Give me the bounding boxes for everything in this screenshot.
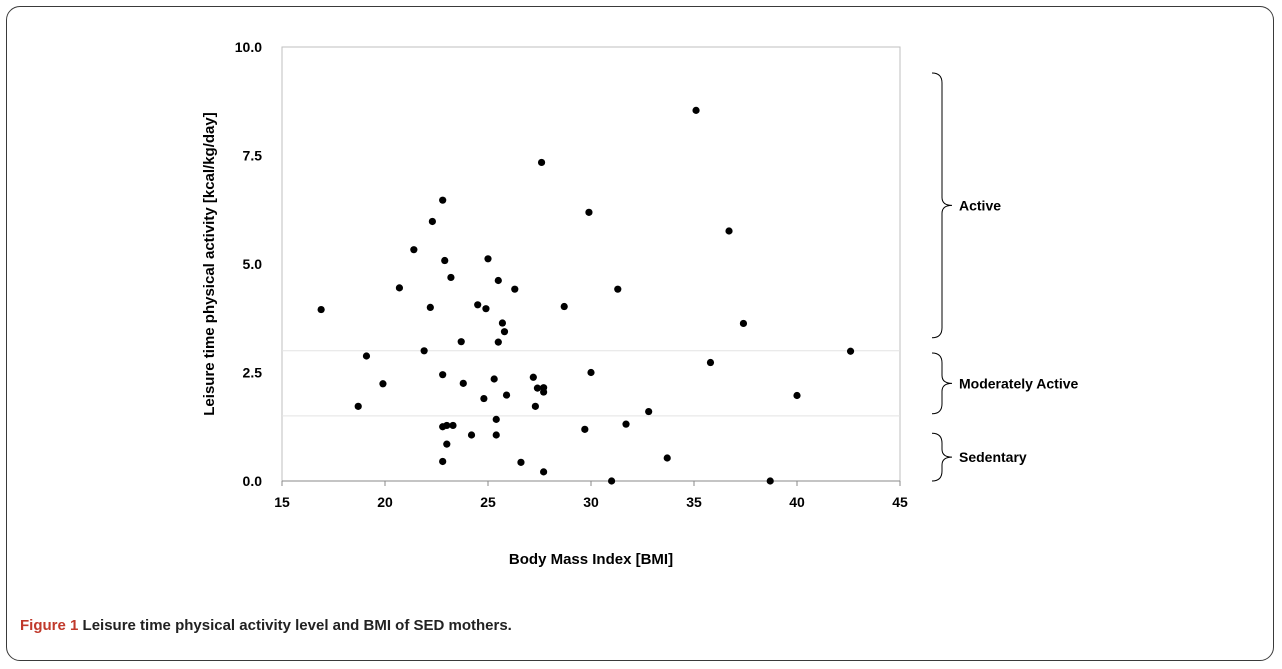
data-point [428,217,436,226]
data-point [766,477,774,485]
data-point [622,420,630,428]
data-point [793,391,801,400]
data-point [354,402,362,410]
data-point [725,227,733,235]
data-point [439,457,447,466]
band-brace [931,432,953,482]
data-point [449,421,457,430]
data-point [426,303,434,311]
data-point [492,431,500,439]
x-tick-label: 40 [789,494,805,510]
data-point [614,285,622,293]
data-point [482,305,490,313]
data-point [540,468,548,476]
figure-number: Figure 1 [20,617,79,634]
data-point [395,284,404,292]
reference-lines [282,350,900,417]
x-axis-ticks: 15 20 25 30 35 40 45 [274,481,908,510]
x-tick-label: 25 [480,494,496,510]
x-tick-label: 45 [892,494,908,510]
band-brace [931,72,953,339]
data-point [529,373,537,381]
data-point [511,285,519,293]
data-point [457,338,465,346]
data-point [608,477,616,485]
data-point [846,347,855,355]
data-point [439,196,447,204]
band-label: Active [959,197,1001,213]
data-point [492,415,500,423]
data-point [587,368,595,377]
x-tick-label: 15 [274,494,290,510]
y-tick-label: 5.0 [243,256,263,272]
figure-frame [6,6,1274,661]
y-axis-title: Leisure time physical activity [kcal/kg/… [201,112,218,415]
x-tick-label: 35 [686,494,702,510]
data-point [443,440,451,448]
activity-bands: Active Moderately Active Sedentary [931,72,1079,482]
band-label: Sedentary [959,449,1027,465]
data-point [537,158,546,167]
data-point [474,301,482,309]
data-point [494,276,502,285]
data-point [494,338,502,346]
data-point [663,454,671,462]
data-point [692,106,700,114]
data-point [706,358,715,367]
data-point [441,256,449,265]
figure-caption-text: Leisure time physical activity level and… [82,617,512,634]
data-point [484,255,492,263]
data-point [585,208,593,216]
data-point [500,328,509,336]
y-tick-label: 0.0 [243,473,263,489]
data-point [490,375,498,383]
x-tick-label: 20 [377,494,393,510]
y-tick-label: 2.5 [243,365,263,381]
data-point [410,246,418,254]
x-tick-label: 30 [583,494,599,510]
data-point [645,407,653,416]
data-point [533,384,542,392]
data-point [540,388,548,396]
x-axis-title: Body Mass Index [BMI] [509,551,673,568]
data-point [739,319,748,328]
data-point [560,302,568,311]
data-point [379,380,387,388]
data-point [447,273,455,282]
y-tick-label: 10.0 [235,39,262,55]
data-point [498,319,507,327]
data-point [467,431,476,439]
data-points [317,106,855,485]
y-tick-label: 7.5 [243,148,263,164]
figure-caption: Figure 1 Leisure time physical activity … [20,617,512,634]
data-point [439,371,447,379]
y-axis-ticks: 0.0 2.5 5.0 7.5 10.0 [235,39,262,489]
data-point [459,379,467,387]
band-brace [931,352,953,415]
data-point [317,305,325,314]
data-point [581,425,589,433]
band-label: Moderately Active [959,375,1079,391]
data-point [362,352,371,360]
data-point [502,391,511,399]
data-point [531,402,539,410]
data-point [480,394,488,403]
data-point [443,421,451,430]
data-point [420,347,428,355]
data-point [517,458,525,466]
